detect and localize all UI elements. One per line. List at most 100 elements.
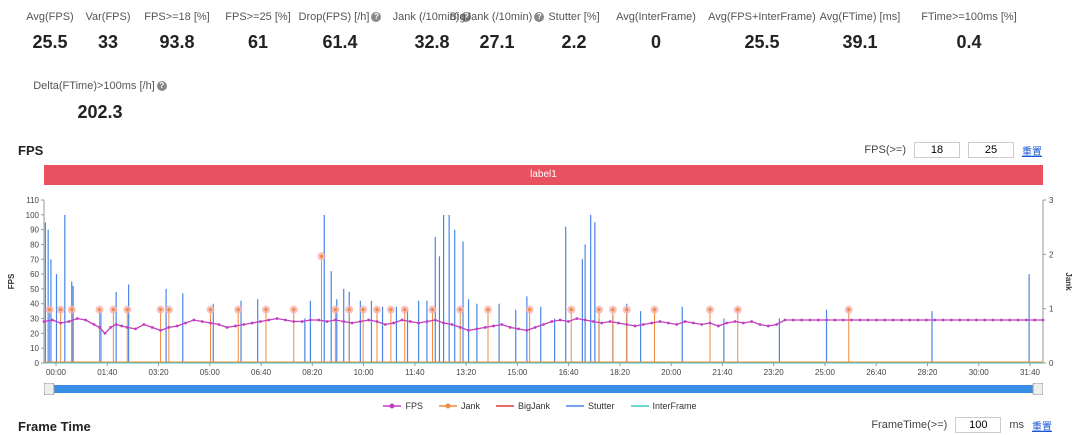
frametime-threshold-input[interactable]	[955, 417, 1002, 433]
fps-threshold-1-input[interactable]	[914, 142, 960, 158]
x-tick-label: 18:20	[610, 368, 631, 377]
metric-delta-ftime: Delta(FTime)>100ms [/h] ? 202.3	[30, 78, 170, 123]
jank-marker	[389, 308, 393, 312]
fps-point	[533, 326, 537, 329]
slider-left-handle[interactable]	[44, 383, 55, 395]
legend-swatch	[630, 405, 649, 407]
slider-right-handle[interactable]	[1032, 383, 1043, 395]
help-icon[interactable]: ?	[461, 12, 472, 22]
time-range-slider[interactable]	[44, 383, 1043, 395]
legend-item[interactable]: FPS	[383, 401, 423, 411]
fps-point	[267, 318, 271, 322]
fps-point	[417, 321, 421, 325]
x-tick-label: 23:20	[764, 368, 785, 377]
fps-point	[983, 318, 987, 322]
legend-label: BigJank	[517, 401, 551, 411]
fps-point	[542, 323, 545, 326]
fps-point	[741, 321, 745, 325]
jank-marker	[70, 308, 74, 312]
jank-marker	[208, 308, 213, 312]
fps-point	[866, 318, 870, 322]
y-left-tick-label: 10	[30, 344, 39, 353]
metric-item: Avg(FTime) [ms] 39.1	[800, 4, 920, 53]
x-tick-label: 03:20	[149, 368, 170, 377]
jank-marker	[236, 308, 240, 312]
metric-label: Avg(FPS)	[26, 10, 74, 23]
fps-point	[675, 323, 679, 326]
fps-point	[691, 321, 695, 325]
metric-label: Var(FPS)	[85, 10, 131, 23]
help-icon[interactable]: ?	[371, 12, 382, 22]
legend-item[interactable]: Stutter	[566, 401, 615, 411]
jank-marker	[47, 308, 52, 312]
y-right-tick-label: 3	[1049, 196, 1054, 205]
fps-threshold-2-input[interactable]	[968, 142, 1014, 158]
y-left-tick-label: 50	[30, 285, 39, 294]
help-icon[interactable]: ?	[534, 12, 545, 22]
fps-point	[841, 318, 845, 322]
fps-point	[309, 318, 312, 322]
fps-point	[658, 320, 662, 323]
fps-point	[192, 318, 196, 322]
x-tick-label: 01:40	[97, 368, 118, 377]
fps-point	[608, 320, 612, 323]
x-tick-label: 28:20	[917, 368, 938, 377]
legend-item[interactable]: InterFrame	[630, 401, 697, 411]
legend-item[interactable]: Jank	[438, 401, 480, 411]
jank-marker	[375, 308, 379, 312]
fps-point	[825, 318, 828, 322]
jank-marker	[486, 308, 490, 312]
metric-item: Avg(FPS) 25.5	[0, 4, 110, 53]
fps-point	[783, 318, 787, 322]
fps-point	[492, 324, 495, 328]
metric-label: Drop(FPS) [/h]	[298, 10, 370, 23]
y-axis-label-right: Jank	[1064, 272, 1073, 291]
frametime-reset-link[interactable]: 重置	[1032, 421, 1052, 433]
fps-point	[875, 318, 878, 322]
fps-point	[400, 318, 404, 322]
fps-point	[225, 326, 229, 329]
metric-label: FPS>=18 [%]	[144, 10, 210, 23]
x-tick-label: 31:40	[1020, 368, 1041, 377]
fps-point	[184, 321, 187, 325]
metric-value: 0	[650, 32, 661, 52]
x-tick-label: 30:00	[969, 368, 990, 377]
slider-track	[44, 385, 1043, 393]
fps-point	[103, 331, 107, 335]
x-tick-label: 11:40	[405, 368, 425, 377]
fps-point	[325, 320, 329, 323]
x-tick-label: 25:00	[815, 368, 836, 377]
x-tick-label: 00:00	[46, 368, 67, 377]
legend-label: FPS	[405, 401, 423, 411]
metric-value: 27.1	[479, 32, 515, 52]
fps-point	[883, 318, 887, 322]
fps-point	[916, 318, 920, 322]
y-left-tick-label: 80	[30, 240, 39, 249]
fps-point	[708, 321, 712, 325]
fps-point	[234, 324, 237, 328]
legend-item[interactable]: BigJank	[495, 401, 551, 411]
metric-value: 25.5	[744, 32, 780, 52]
fps-reset-link[interactable]: 重置	[1022, 146, 1042, 158]
fps-threshold-controls: FPS(>=) 重置	[864, 142, 1042, 158]
fps-point	[642, 323, 645, 326]
fps-point	[150, 326, 154, 329]
fps-point	[67, 320, 71, 323]
fps-point	[475, 327, 479, 331]
metric-label: Jank (/10min)	[392, 10, 460, 23]
metric-item: FPS>=18 [%] 93.8	[117, 4, 237, 53]
legend-swatch	[495, 405, 514, 407]
frametime-section-title: Frame Time	[18, 419, 91, 434]
fps-point	[259, 320, 262, 323]
y-right-tick-label: 0	[1049, 359, 1054, 368]
fps-point	[800, 318, 803, 322]
fps-point	[59, 321, 63, 325]
fps-point	[284, 318, 287, 322]
metric-item: Jank (/10min)? 32.8	[372, 4, 492, 53]
jank-marker	[652, 308, 657, 312]
jank-marker	[597, 308, 601, 312]
metric-value: 0.4	[956, 32, 982, 52]
fps-point	[175, 324, 179, 328]
help-icon[interactable]: ?	[156, 81, 167, 91]
y-left-tick-label: 40	[30, 300, 39, 309]
